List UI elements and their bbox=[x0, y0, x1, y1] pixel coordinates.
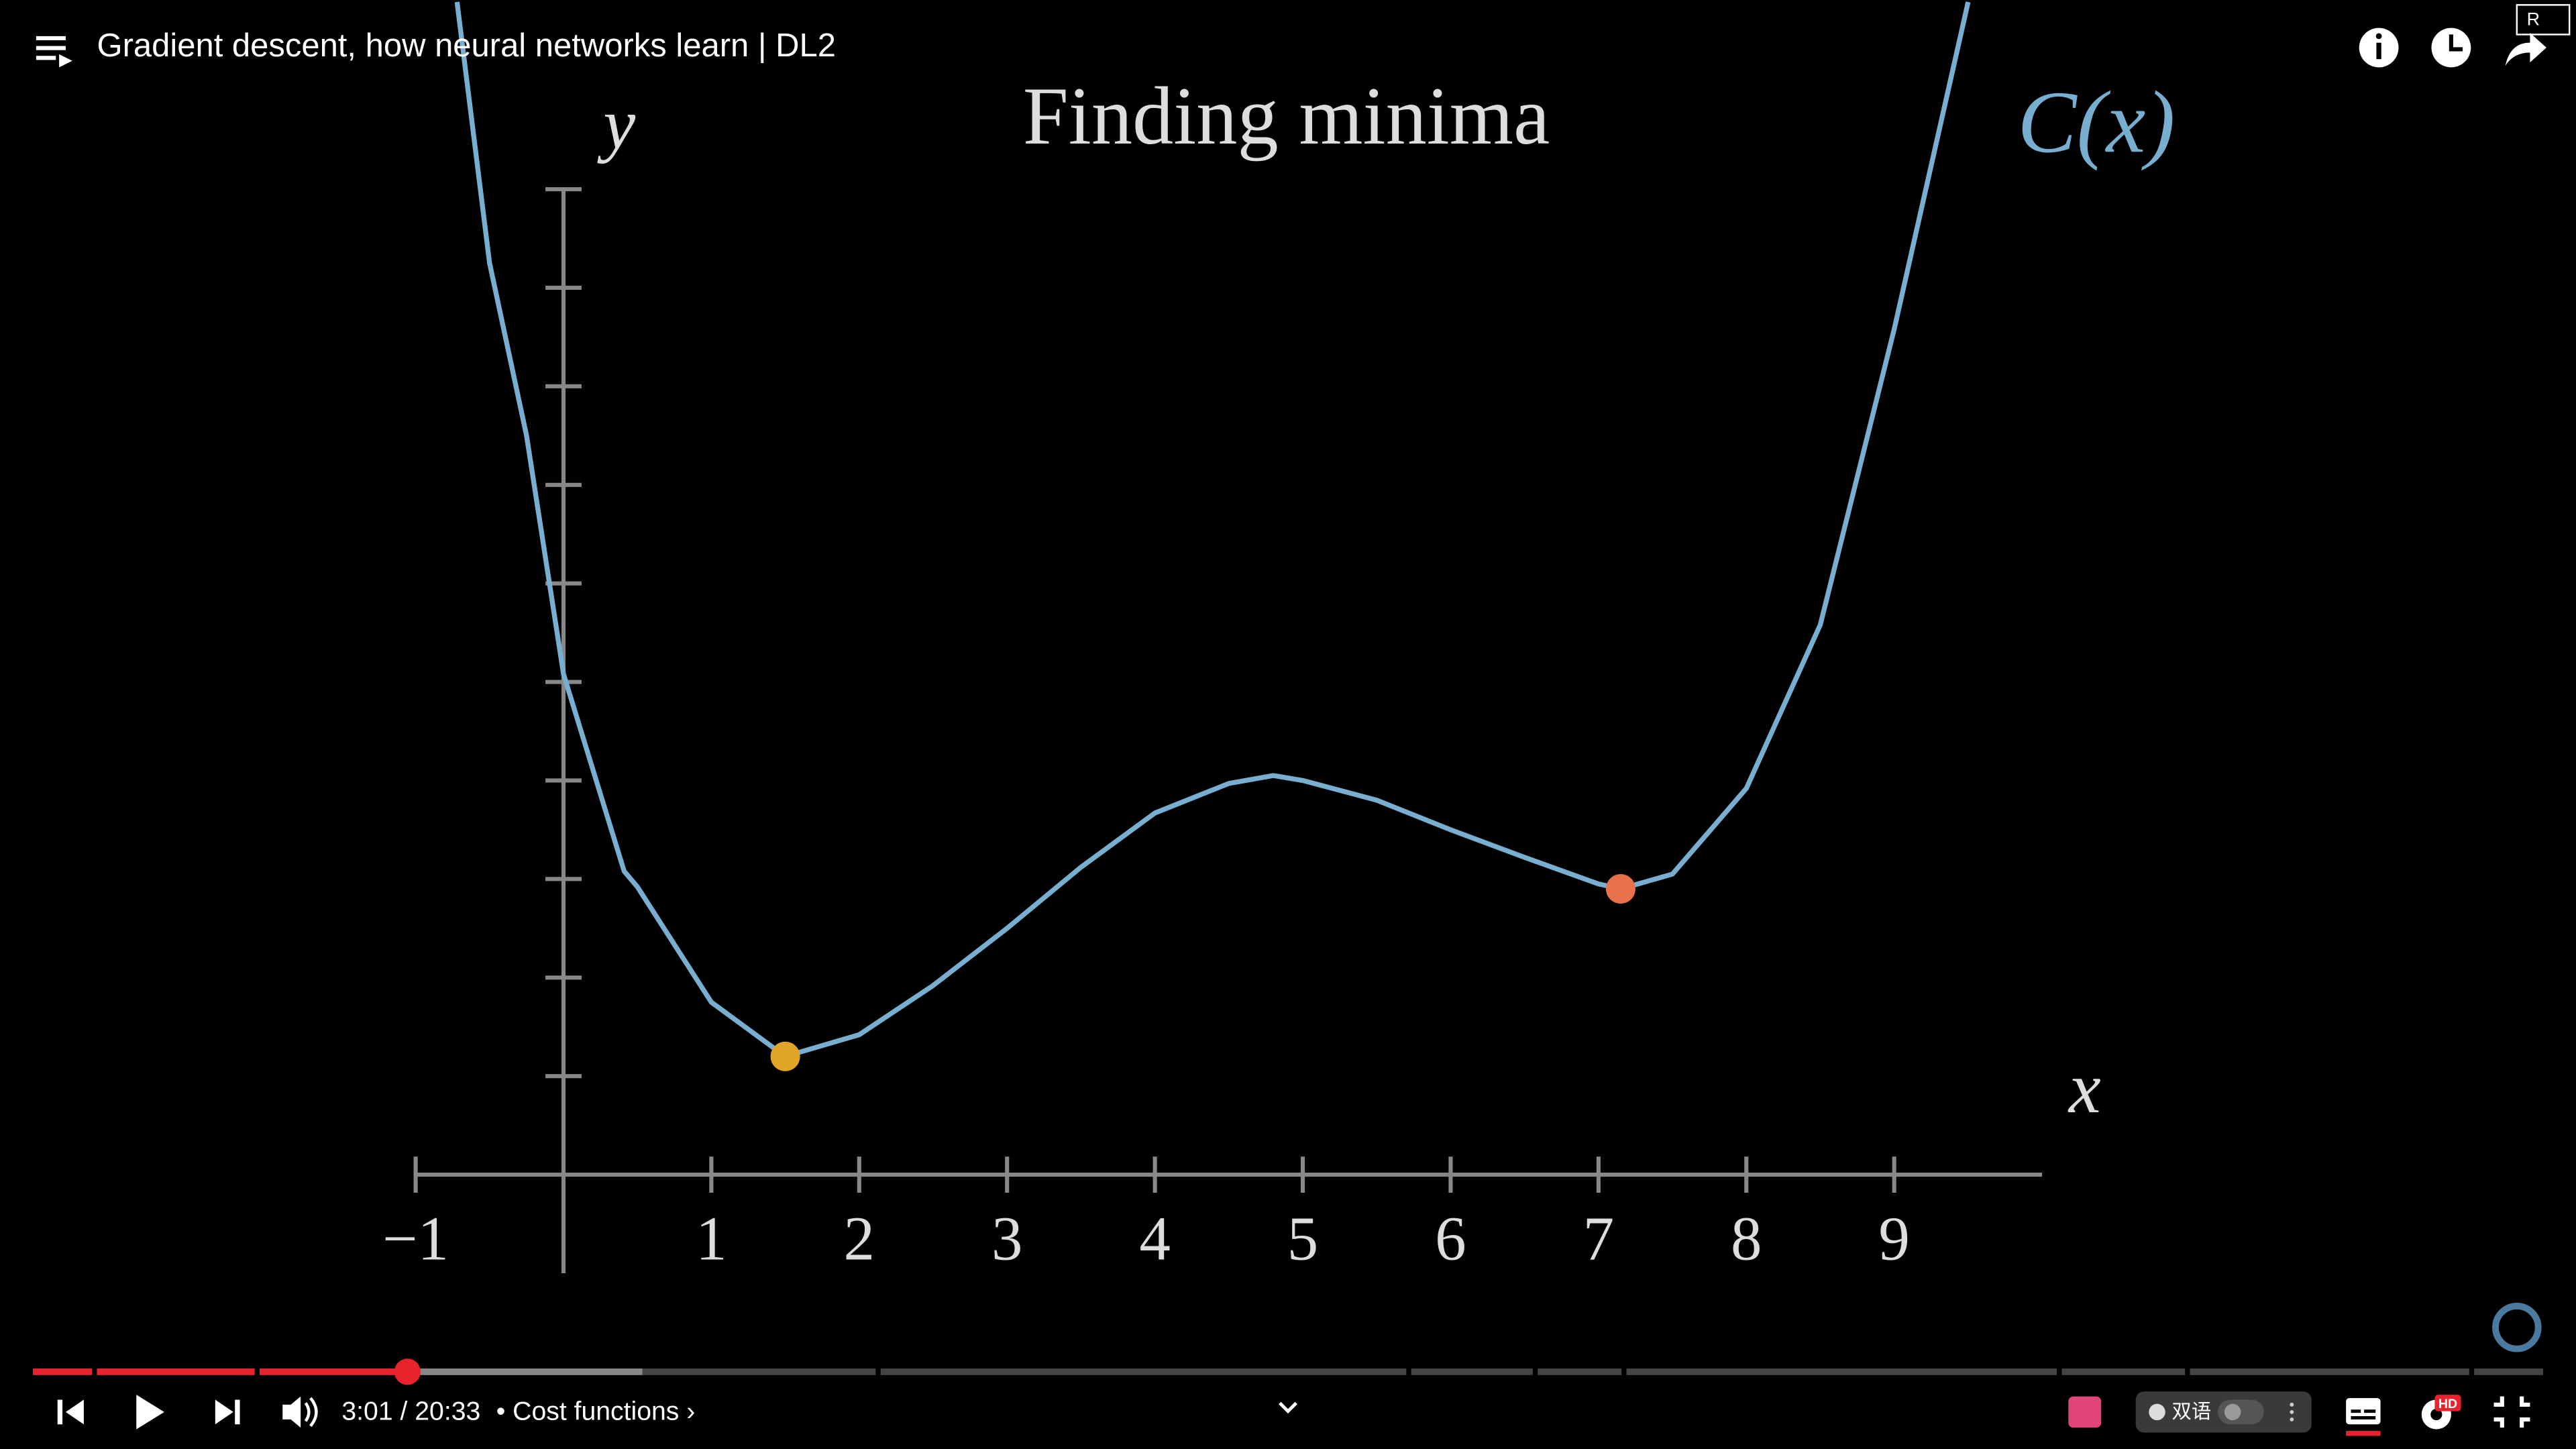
x-axis-label: x bbox=[2068, 1049, 2101, 1128]
x-tick-label: 8 bbox=[1731, 1205, 1762, 1274]
next-button[interactable] bbox=[215, 1399, 240, 1425]
x-tick-label: −1 bbox=[382, 1205, 449, 1274]
info-icon[interactable] bbox=[2359, 28, 2399, 68]
chart: −1 1 2 3 4 5 6 7 8 9 Finding minima y x C(x) bbox=[382, 1, 2175, 1274]
watch-later-icon[interactable] bbox=[2431, 28, 2471, 68]
x-tick-label: 6 bbox=[1435, 1205, 1466, 1274]
curve-label: C(x) bbox=[2017, 72, 2175, 171]
badge-box[interactable] bbox=[2516, 4, 2571, 36]
x-tick-label: 9 bbox=[1878, 1205, 1910, 1274]
play-button[interactable] bbox=[136, 1395, 164, 1430]
bilingual-label[interactable]: 双语 bbox=[2172, 1401, 2212, 1423]
x-tick-label: 3 bbox=[991, 1205, 1023, 1274]
chapter-gaps bbox=[92, 1366, 2475, 1377]
volume-button[interactable] bbox=[282, 1396, 318, 1428]
video-title[interactable]: Gradient descent, how neural networks le… bbox=[97, 28, 836, 64]
settings-button[interactable] bbox=[2421, 1395, 2461, 1430]
chart-title: Finding minima bbox=[1023, 71, 1550, 162]
x-tick-label: 2 bbox=[844, 1205, 875, 1274]
playlist-icon[interactable] bbox=[36, 36, 72, 68]
globe-icon bbox=[2149, 1403, 2165, 1421]
exit-fullscreen-button[interactable] bbox=[2493, 1396, 2530, 1428]
share-icon[interactable] bbox=[2505, 32, 2546, 66]
y-axis-label: y bbox=[597, 85, 635, 164]
progress-buffered bbox=[407, 1368, 643, 1375]
toggle-knob bbox=[2224, 1403, 2241, 1421]
x-tick-label: 4 bbox=[1139, 1205, 1171, 1274]
previous-button[interactable] bbox=[57, 1399, 84, 1425]
x-tick-label: 1 bbox=[696, 1205, 727, 1274]
minimum-point bbox=[1605, 874, 1635, 904]
expand-button[interactable] bbox=[1279, 1401, 1297, 1414]
loading-icon bbox=[2492, 1303, 2542, 1352]
curve bbox=[454, 1, 1971, 1059]
hd-badge: HD bbox=[2438, 1397, 2457, 1411]
scrubber[interactable] bbox=[394, 1358, 421, 1385]
more-icon[interactable] bbox=[2290, 1402, 2294, 1421]
x-tick-label: 5 bbox=[1287, 1205, 1319, 1274]
progress-played bbox=[32, 1368, 408, 1375]
progress-track[interactable] bbox=[32, 1368, 2544, 1375]
subtitles-button[interactable] bbox=[2346, 1398, 2381, 1436]
badge[interactable]: R bbox=[2527, 9, 2540, 30]
minimum-point bbox=[770, 1041, 800, 1071]
translate-icon[interactable] bbox=[2068, 1396, 2102, 1428]
time: 3:01 / 20:33 bbox=[341, 1397, 480, 1426]
x-tick-label: 7 bbox=[1583, 1205, 1615, 1274]
chapter-title[interactable]: • Cost functions › bbox=[496, 1397, 696, 1426]
